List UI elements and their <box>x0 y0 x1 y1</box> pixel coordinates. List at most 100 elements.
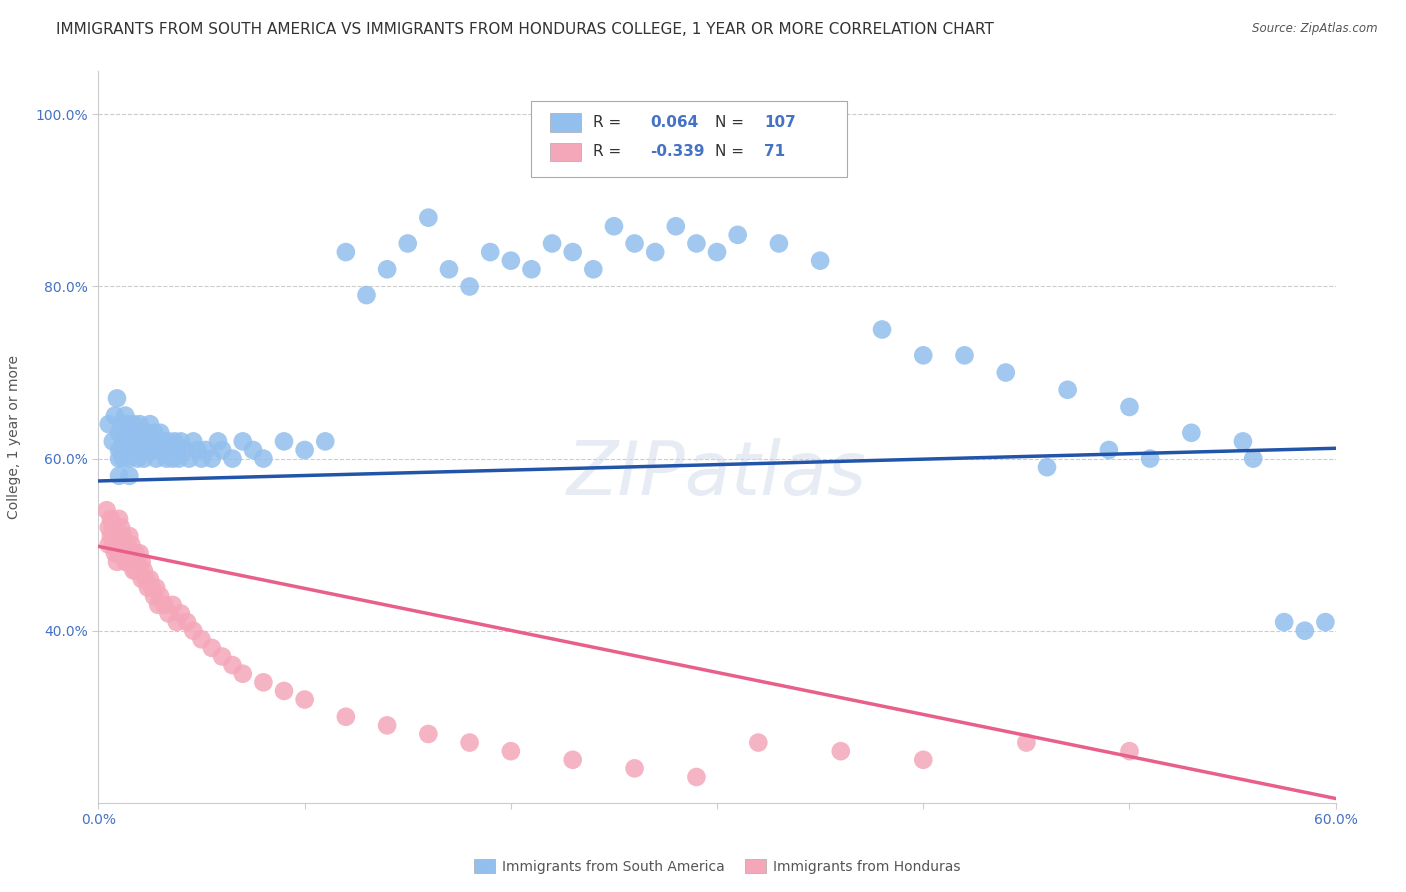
Point <box>112 529 135 543</box>
Point <box>122 564 145 578</box>
Point <box>153 598 176 612</box>
Point <box>104 409 127 423</box>
Point <box>139 434 162 449</box>
Point <box>112 546 135 560</box>
Point <box>114 409 136 423</box>
Text: R =: R = <box>593 145 627 160</box>
Point <box>135 572 157 586</box>
Point <box>120 425 142 440</box>
Text: ZIPatlas: ZIPatlas <box>567 438 868 509</box>
Point <box>153 442 176 457</box>
Point <box>186 442 208 457</box>
Point <box>117 555 139 569</box>
Point <box>101 434 124 449</box>
Point <box>139 417 162 432</box>
Point <box>808 253 831 268</box>
Point <box>136 581 159 595</box>
Point <box>120 555 142 569</box>
Point <box>143 425 166 440</box>
Point <box>124 425 146 440</box>
Point <box>112 434 135 449</box>
Point <box>132 564 155 578</box>
Point <box>1315 615 1337 629</box>
Point <box>1232 434 1254 449</box>
Point <box>1139 451 1161 466</box>
Point <box>207 434 229 449</box>
Point <box>120 538 142 552</box>
Point <box>120 442 142 457</box>
Point <box>101 520 124 534</box>
Point <box>97 538 120 552</box>
Point <box>117 538 139 552</box>
Text: R =: R = <box>593 115 627 130</box>
Point <box>520 262 543 277</box>
Point <box>1180 425 1202 440</box>
Point <box>499 744 522 758</box>
Point <box>561 245 583 260</box>
Text: Source: ZipAtlas.com: Source: ZipAtlas.com <box>1253 22 1378 36</box>
Point <box>108 468 131 483</box>
Point <box>211 649 233 664</box>
Point <box>118 434 141 449</box>
Point <box>623 761 645 775</box>
Point <box>232 666 254 681</box>
Point <box>139 572 162 586</box>
Point <box>128 546 150 560</box>
Point <box>1241 451 1264 466</box>
Point <box>221 658 243 673</box>
Point <box>117 442 139 457</box>
Point <box>912 348 935 362</box>
Point <box>170 607 193 621</box>
Point <box>170 434 193 449</box>
Point <box>1294 624 1316 638</box>
Point <box>124 546 146 560</box>
Point <box>582 262 605 277</box>
Point <box>994 366 1017 380</box>
Point <box>100 529 122 543</box>
Point <box>132 434 155 449</box>
Point <box>201 451 224 466</box>
Point <box>335 245 357 260</box>
Legend: Immigrants from South America, Immigrants from Honduras: Immigrants from South America, Immigrant… <box>468 854 966 880</box>
Point <box>242 442 264 457</box>
Point <box>127 451 149 466</box>
Point <box>221 451 243 466</box>
Point <box>458 279 481 293</box>
Point <box>150 434 173 449</box>
Point <box>100 512 122 526</box>
Point <box>149 589 172 603</box>
Point <box>294 692 316 706</box>
Point <box>747 735 769 749</box>
Point <box>1118 744 1140 758</box>
Point <box>118 529 141 543</box>
Point <box>201 640 224 655</box>
Point <box>335 710 357 724</box>
Point <box>437 262 460 277</box>
Point <box>166 615 188 629</box>
Point <box>114 555 136 569</box>
Point <box>145 581 167 595</box>
Point <box>135 442 157 457</box>
Point <box>912 753 935 767</box>
Point <box>145 451 167 466</box>
Point <box>953 348 976 362</box>
Point <box>108 425 131 440</box>
Point <box>418 727 440 741</box>
Point <box>97 417 120 432</box>
Point <box>124 564 146 578</box>
Point <box>1015 735 1038 749</box>
Point <box>157 607 180 621</box>
Point <box>418 211 440 225</box>
Point <box>157 434 180 449</box>
Point <box>1098 442 1121 457</box>
Point <box>110 538 132 552</box>
Point <box>104 529 127 543</box>
Point <box>181 434 204 449</box>
Text: IMMIGRANTS FROM SOUTH AMERICA VS IMMIGRANTS FROM HONDURAS COLLEGE, 1 YEAR OR MOR: IMMIGRANTS FROM SOUTH AMERICA VS IMMIGRA… <box>56 22 994 37</box>
Point <box>314 434 336 449</box>
Point <box>870 322 893 336</box>
Point <box>685 770 707 784</box>
Point <box>768 236 790 251</box>
Point <box>131 555 153 569</box>
Point <box>128 417 150 432</box>
